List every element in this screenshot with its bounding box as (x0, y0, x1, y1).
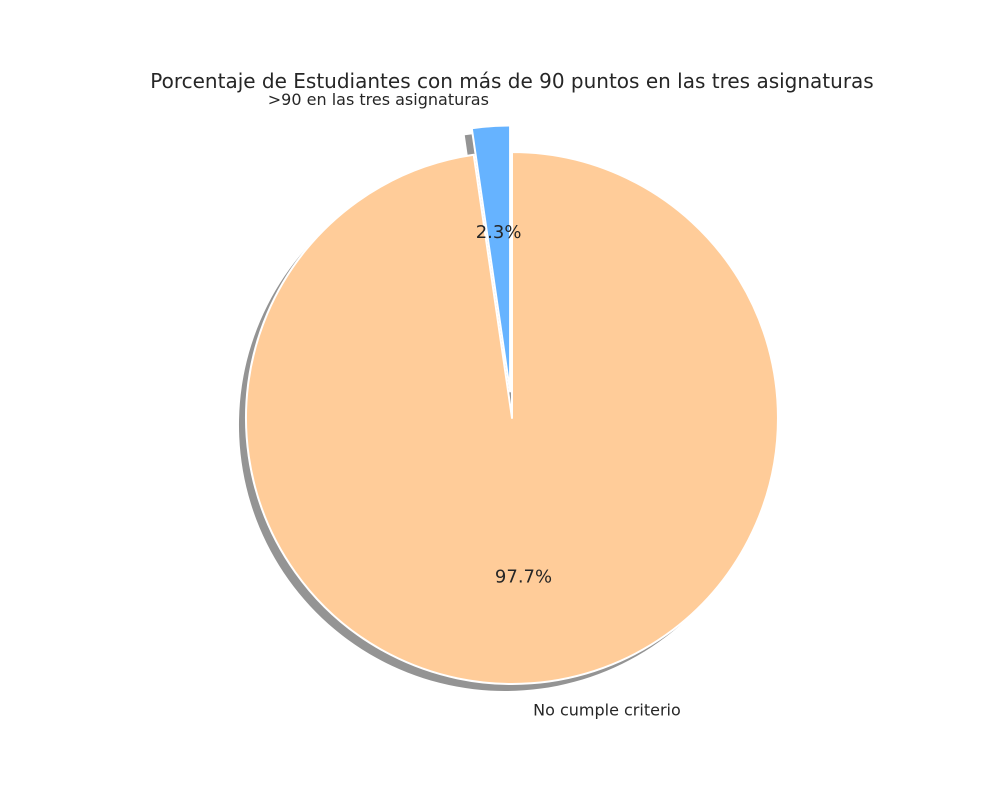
slice-label-no-cumple-criterio: No cumple criterio (533, 700, 681, 719)
percent-label-no-cumple-criterio: 97.7% (495, 567, 552, 588)
percent-label-90-en-las-tres-asignaturas: 2.3% (476, 222, 522, 243)
chart-title: Porcentaje de Estudiantes con más de 90 … (150, 69, 873, 93)
pie-labels: 2.3% >90 en las tres asignaturas 97.7% No c… (268, 90, 681, 719)
pie-slice-no-cumple-criterio (244, 151, 779, 685)
slice-label-90-en-las-tres-asignaturas: >90 en las tres asignaturas (268, 90, 489, 109)
pie-slices (244, 124, 779, 685)
pie-slice-90-en-las-tres-asignaturas (470, 124, 512, 393)
